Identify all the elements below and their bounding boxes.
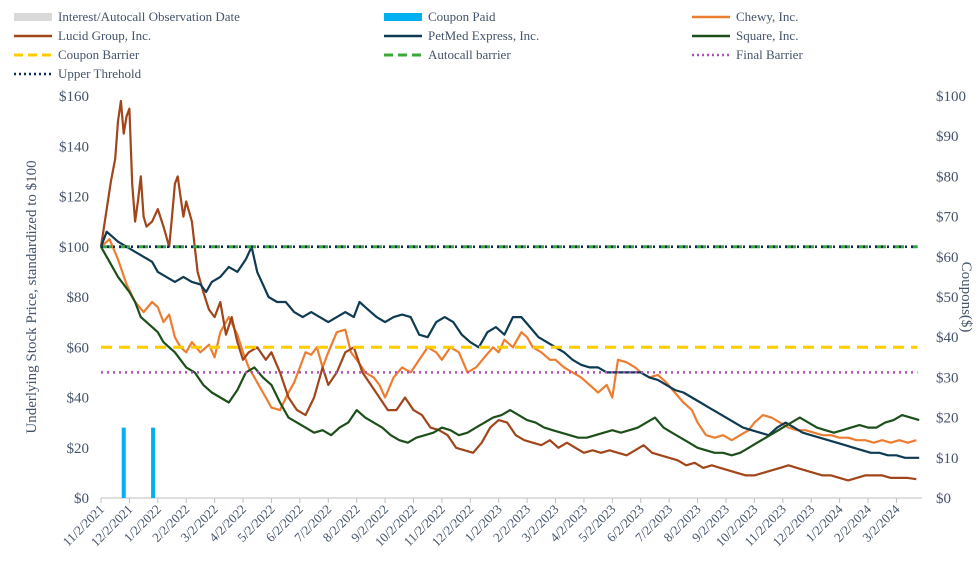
y2-tick-label: $90 xyxy=(936,129,959,145)
y-tick-label: $60 xyxy=(67,340,90,356)
legend-label: Upper Threhold xyxy=(58,66,142,81)
y2-tick-label: $100 xyxy=(936,89,966,105)
legend-label: Autocall barrier xyxy=(428,47,511,62)
y-tick-label: $80 xyxy=(67,290,90,306)
legend-label: Interest/Autocall Observation Date xyxy=(58,9,240,24)
legend-label: Square, Inc. xyxy=(736,28,799,43)
legend-item: Upper Threhold xyxy=(12,66,141,82)
y-axis-label: Underlying Stock Price, standardized to … xyxy=(24,160,40,433)
y2-tick-label: $80 xyxy=(936,169,959,185)
legend-swatch xyxy=(692,34,730,38)
y-tick-label: $40 xyxy=(67,391,90,407)
legend-item: Autocall barrier xyxy=(382,47,511,63)
legend-label: Coupon Barrier xyxy=(58,47,140,62)
y-tick-label: $100 xyxy=(59,240,89,256)
legend: Interest/Autocall Observation Date Coupon… xyxy=(0,0,978,90)
legend-label: Chewy, Inc. xyxy=(736,9,799,24)
y2-tick-label: $0 xyxy=(936,491,951,507)
legend-swatch xyxy=(14,34,52,38)
y2-tick-label: $10 xyxy=(936,451,959,467)
legend-item: Coupon Barrier xyxy=(12,47,139,63)
legend-swatch xyxy=(384,53,422,57)
y-tick-label: $160 xyxy=(59,89,89,105)
series-line xyxy=(100,246,920,457)
legend-item: Coupon Paid xyxy=(382,9,496,25)
legend-label: Coupon Paid xyxy=(428,9,496,24)
series-line xyxy=(99,99,917,482)
legend-item: Chewy, Inc. xyxy=(690,9,798,25)
legend-swatch xyxy=(384,34,422,38)
legend-swatch xyxy=(14,13,52,21)
y2-tick-label: $30 xyxy=(936,370,959,386)
legend-label: Lucid Group, Inc. xyxy=(58,28,152,43)
legend-label: PetMed Express, Inc. xyxy=(428,28,540,43)
y2-axis-label: Coupons($) xyxy=(958,262,974,333)
legend-item: Square, Inc. xyxy=(690,28,798,44)
legend-item: PetMed Express, Inc. xyxy=(382,28,539,44)
y2-tick-label: $20 xyxy=(936,411,959,427)
coupon-bar xyxy=(121,427,126,498)
legend-item: Lucid Group, Inc. xyxy=(12,28,151,44)
y2-tick-label: $50 xyxy=(936,290,959,306)
y2-tick-label: $40 xyxy=(936,330,959,346)
series-line xyxy=(99,230,920,459)
legend-label: Final Barrier xyxy=(736,47,803,62)
legend-item: Final Barrier xyxy=(690,47,803,63)
legend-swatch xyxy=(14,72,52,76)
y-tick-label: $20 xyxy=(67,441,90,457)
series-line xyxy=(100,238,917,444)
y-tick-label: $0 xyxy=(74,491,89,507)
legend-swatch xyxy=(14,53,52,57)
y-tick-label: $120 xyxy=(59,190,89,206)
legend-swatch xyxy=(692,15,730,19)
y2-tick-label: $70 xyxy=(936,210,959,226)
legend-swatch xyxy=(384,13,422,21)
y2-tick-label: $60 xyxy=(936,250,959,266)
legend-swatch xyxy=(692,53,730,57)
legend-item: Interest/Autocall Observation Date xyxy=(12,9,240,25)
y-tick-label: $140 xyxy=(59,139,89,155)
coupon-bar xyxy=(151,427,156,498)
